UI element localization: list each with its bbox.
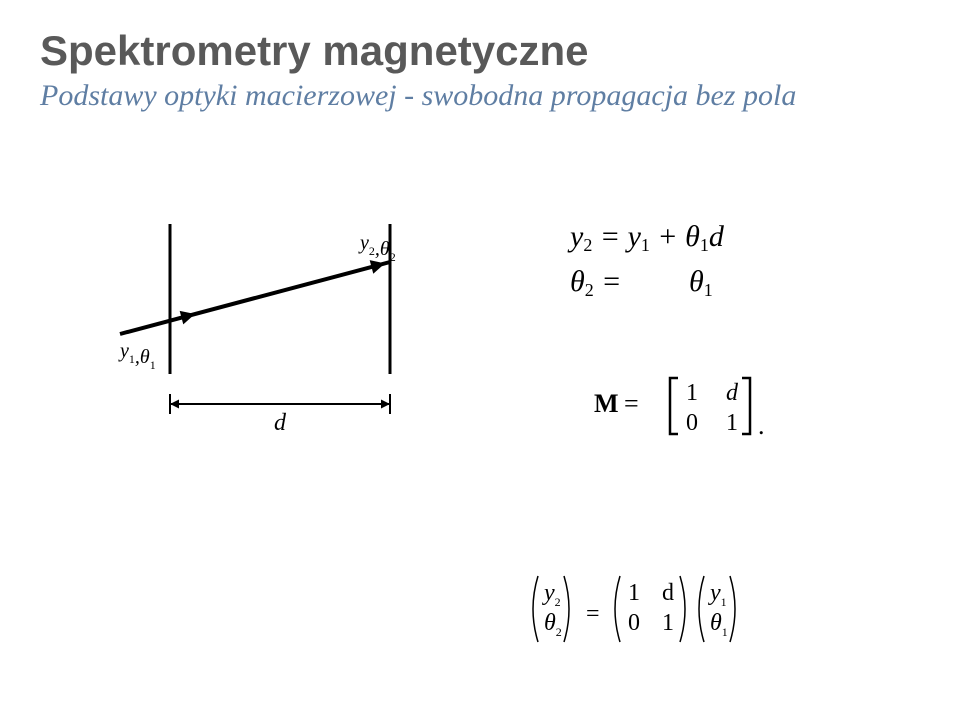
svg-text:M: M	[594, 389, 619, 418]
page-title: Spektrometry magnetyczne	[40, 28, 920, 74]
svg-text:1: 1	[686, 380, 698, 406]
transfer-matrix-definition: M = 1 d 0 1.	[590, 364, 830, 444]
matrix-inline-svg: M = 1 d 0 1.	[590, 364, 830, 444]
matrix-equation-svg: y2θ2=1d01y1θ1	[520, 564, 860, 654]
svg-text:0: 0	[628, 610, 640, 636]
svg-text:=: =	[624, 389, 639, 418]
svg-text:θ2: θ2	[544, 610, 562, 639]
svg-text:y2: y2	[542, 580, 561, 609]
content-area: dy1,θ1y2,θ2 y2 = y1 + θ1d θ2 = θ1 M = 1d…	[40, 134, 920, 654]
svg-text:d: d	[662, 580, 674, 606]
svg-text:y1,θ1: y1,θ1	[118, 340, 156, 372]
svg-text:0: 0	[686, 410, 698, 436]
slide: Spektrometry magnetyczne Podstawy optyki…	[0, 0, 960, 714]
svg-text:1: 1	[628, 580, 640, 606]
svg-text:1: 1	[726, 410, 738, 436]
svg-text:d: d	[726, 380, 739, 406]
svg-text:y1: y1	[708, 580, 727, 609]
svg-text:=: =	[586, 601, 600, 627]
page-subtitle: Podstawy optyki macierzowej - swobodna p…	[40, 78, 920, 114]
svg-text:1: 1	[662, 610, 674, 636]
matrix-equation: y2θ2=1d01y1θ1	[520, 564, 860, 654]
svg-text:d: d	[274, 410, 287, 434]
svg-text:.: .	[758, 411, 765, 440]
equations-propagation: y2 = y1 + θ1d θ2 = θ1	[570, 214, 724, 304]
ray-diagram: dy1,θ1y2,θ2	[100, 194, 460, 434]
equation-y2: y2 = y1 + θ1d	[570, 214, 724, 259]
equation-theta2: θ2 = θ1	[570, 259, 724, 304]
ray-diagram-svg: dy1,θ1y2,θ2	[100, 194, 460, 434]
svg-text:θ1: θ1	[710, 610, 728, 639]
